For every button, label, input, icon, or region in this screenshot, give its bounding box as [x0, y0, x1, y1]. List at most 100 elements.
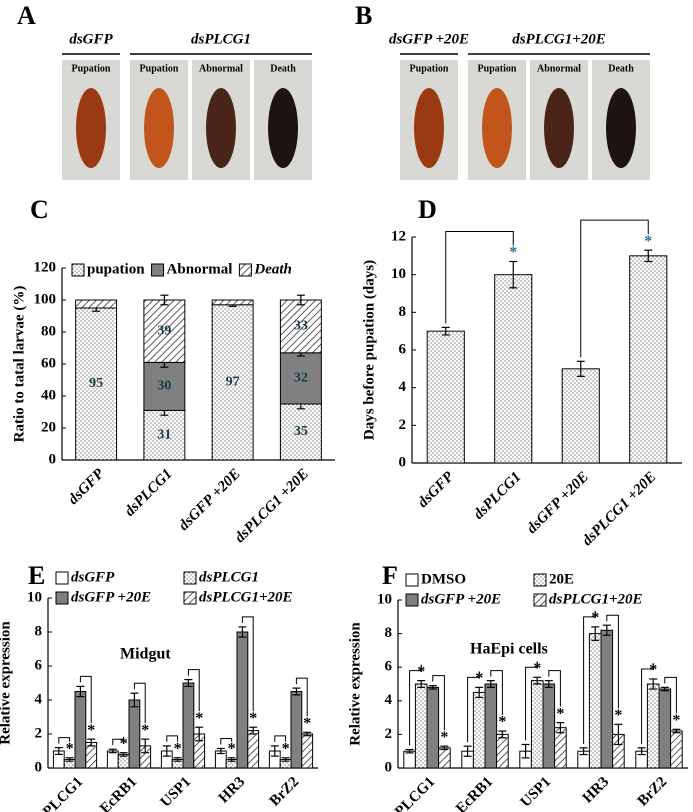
error-bar — [296, 294, 305, 306]
y-tick-label: 80 — [41, 323, 56, 339]
significance-bracket — [548, 670, 561, 707]
bar — [247, 730, 260, 769]
x-tick-label: EcRB1 — [453, 774, 496, 812]
error-bar — [54, 746, 63, 756]
x-tick-label: BrZ2 — [267, 774, 302, 809]
photo-label: Pupation — [478, 63, 517, 74]
photo-label: Pupation — [140, 63, 179, 74]
significance-bracket — [445, 230, 514, 324]
y-tick-label: 2 — [35, 725, 43, 741]
legend-label: dsPLCG1+20E — [549, 591, 643, 607]
y-tick-label: 0 — [399, 454, 407, 470]
legend-label: Death — [253, 261, 292, 277]
error-bar — [227, 757, 236, 762]
bar — [670, 730, 683, 769]
bar — [600, 629, 614, 769]
significance-marker: * — [556, 705, 564, 722]
y-tick-label: 40 — [41, 387, 56, 403]
group-label: dsPLCG1 — [191, 31, 251, 47]
error-bar — [216, 747, 225, 755]
y-axis-label: Days before pupation (days) — [361, 260, 377, 440]
significance-marker: * — [303, 715, 311, 732]
significance-bracket — [220, 737, 233, 745]
panel-letter: B — [355, 1, 372, 30]
photo-label: Abnormal — [199, 63, 243, 74]
legend-swatch — [183, 591, 197, 605]
legend-swatch — [71, 263, 85, 277]
significance-marker: * — [649, 662, 657, 679]
legend-swatch — [151, 263, 165, 277]
significance-marker: * — [66, 740, 74, 757]
error-bar — [281, 757, 290, 762]
value-label: 31 — [157, 427, 171, 442]
x-tick-label: PLCG1 — [392, 774, 438, 812]
y-tick-label: 0 — [35, 759, 43, 775]
error-bar — [141, 738, 150, 754]
x-tick-label: HR3 — [580, 774, 613, 807]
bar-segment — [143, 409, 186, 461]
value-label: 35 — [294, 424, 308, 439]
photo-label: Pupation — [410, 63, 449, 74]
significance-marker: * — [282, 740, 290, 757]
error-bar — [108, 748, 117, 754]
photo-label: Pupation — [72, 63, 111, 74]
bar-segment — [75, 299, 118, 309]
error-bar — [576, 360, 585, 377]
value-label: 30 — [157, 379, 171, 394]
legend-label: Abnormal — [167, 261, 233, 277]
bar-segment — [143, 361, 186, 411]
group-label: dsGFP — [69, 31, 113, 47]
significance-marker: * — [672, 712, 680, 729]
y-axis-label: Relative expression — [347, 622, 363, 746]
significance-marker: * — [141, 722, 149, 739]
group-label: dsPLCG1+20E — [512, 31, 606, 47]
photo-label: Abnormal — [537, 63, 581, 74]
error-bar — [649, 678, 658, 690]
bar — [74, 691, 87, 769]
bar-segment — [279, 352, 322, 405]
y-tick-label: 2 — [399, 417, 407, 433]
significance-marker: * — [228, 740, 236, 757]
y-tick-label: 0 — [385, 759, 393, 775]
significance-marker: * — [498, 714, 506, 731]
bar — [588, 633, 602, 769]
bar — [530, 680, 544, 769]
x-tick-label: dsGFP +20E — [524, 469, 592, 537]
value-label: 39 — [157, 323, 171, 338]
significance-bracket — [112, 736, 125, 746]
panel-letter: C — [30, 195, 49, 224]
y-tick-label: 6 — [35, 657, 43, 673]
group-label: dsGFP +20E — [389, 31, 469, 47]
significance-marker: * — [509, 244, 517, 261]
pupa — [544, 88, 574, 168]
pupa — [76, 88, 106, 168]
error-bar — [602, 624, 611, 636]
error-bar — [162, 745, 171, 757]
error-bar — [498, 730, 507, 739]
bar — [554, 727, 567, 769]
bar — [301, 733, 314, 769]
error-bar — [184, 678, 193, 688]
significance-marker: * — [120, 735, 128, 752]
y-tick-label: 8 — [35, 623, 43, 639]
error-bar — [428, 685, 437, 690]
error-bar — [521, 743, 530, 759]
significance-bracket — [241, 616, 254, 712]
error-bar — [249, 726, 258, 735]
error-bar — [533, 676, 542, 685]
y-axis-label: Ratio to tatal larvae (%) — [11, 286, 27, 443]
y-tick-label: 10 — [27, 589, 42, 605]
y-tick-label: 4 — [399, 379, 407, 395]
legend-swatch — [533, 593, 547, 607]
annotation: HaEpi cells — [470, 641, 548, 658]
significance-bracket — [133, 682, 146, 724]
significance-bracket — [580, 219, 649, 358]
bar — [561, 368, 600, 464]
y-tick-label: 0 — [49, 451, 57, 467]
bar — [646, 683, 660, 769]
bar-segment — [279, 403, 322, 461]
significance-bracket — [641, 662, 654, 744]
legend-label: DMSO — [421, 571, 466, 587]
error-bar — [238, 626, 247, 638]
legend-swatch — [238, 263, 252, 277]
